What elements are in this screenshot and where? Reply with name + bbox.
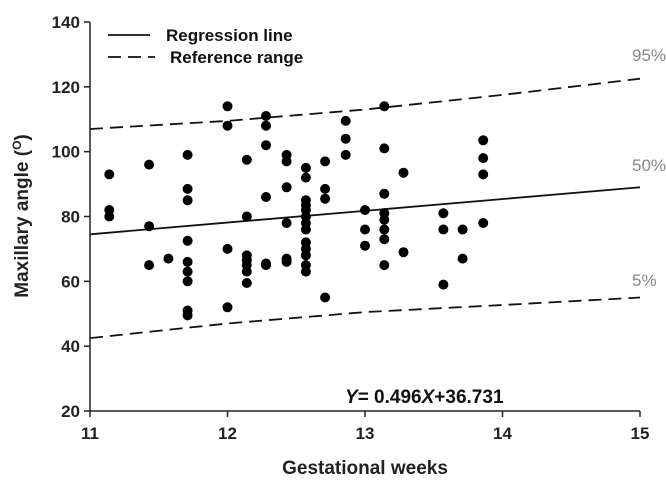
equation-eq: = 0.496	[358, 387, 422, 408]
data-point	[478, 135, 489, 146]
data-point	[438, 208, 449, 219]
y-tick-label: 140	[52, 13, 80, 32]
data-point	[320, 193, 331, 204]
equation-x: X	[421, 387, 436, 408]
data-point	[104, 211, 115, 222]
data-point	[241, 211, 252, 222]
data-point	[241, 278, 252, 288]
data-point	[182, 256, 193, 267]
y-axis-title: Maxillary angle (O)	[10, 134, 33, 298]
data-point	[478, 218, 489, 228]
data-point	[360, 224, 370, 235]
data-point	[340, 133, 351, 144]
data-point	[182, 183, 193, 194]
y-axis-title-close: )	[12, 134, 33, 140]
data-point	[241, 266, 252, 277]
equation-rest: +36.731	[434, 387, 504, 408]
data-point	[281, 256, 292, 267]
data-point	[360, 240, 370, 251]
data-point	[379, 188, 390, 199]
data-point	[261, 192, 271, 202]
y-tick-label: 120	[52, 78, 80, 97]
x-axis-title: Gestational weeks	[282, 458, 448, 479]
data-point	[261, 260, 271, 271]
data-point	[300, 172, 311, 183]
data-point	[163, 253, 174, 264]
data-point	[104, 169, 115, 180]
data-point	[144, 221, 155, 232]
data-point	[300, 224, 311, 235]
data-points	[104, 101, 489, 321]
y-tick-label: 60	[61, 272, 80, 291]
data-point	[261, 140, 271, 151]
data-point	[300, 162, 311, 173]
data-point	[182, 149, 193, 160]
data-point	[261, 111, 271, 121]
x-tick-label: 12	[218, 424, 237, 443]
data-point	[398, 167, 409, 178]
percentile-label-95: 95%	[632, 46, 666, 65]
data-point	[360, 205, 370, 215]
data-point	[300, 250, 311, 261]
data-point	[457, 253, 468, 264]
data-point	[340, 115, 351, 126]
data-point	[438, 224, 449, 235]
y-tick-label: 80	[61, 208, 80, 227]
percentile-label-5: 5%	[632, 271, 657, 290]
data-point	[478, 153, 489, 164]
data-point	[222, 120, 233, 131]
percentile-line-5	[89, 296, 641, 339]
equation-y: Y	[345, 387, 360, 408]
data-point	[300, 266, 311, 277]
y-axis-title-main: Maxillary angle (	[12, 149, 33, 298]
data-point	[182, 195, 193, 206]
data-point	[320, 156, 331, 167]
data-point	[222, 302, 233, 313]
data-point	[320, 292, 331, 303]
data-point	[320, 183, 331, 194]
data-point	[182, 276, 193, 287]
x-tick-label: 15	[631, 424, 650, 443]
regression-equation: Y= 0.496X+36.731	[345, 387, 504, 408]
legend-label-reference: Reference range	[170, 48, 303, 67]
data-point	[379, 214, 390, 225]
data-point	[478, 169, 489, 180]
y-tick-label: 100	[52, 143, 80, 162]
legend: Regression line Reference range	[108, 26, 303, 67]
data-point	[398, 247, 409, 258]
legend-label-regression: Regression line	[166, 26, 293, 45]
data-point	[379, 234, 390, 245]
data-point	[281, 218, 292, 228]
data-point	[379, 143, 390, 154]
data-point	[340, 149, 351, 160]
y-tick-label: 40	[61, 337, 80, 356]
data-point	[379, 224, 390, 235]
data-point	[241, 154, 252, 165]
x-tick-label: 11	[81, 424, 99, 443]
x-ticks: 11 12 13 14 15	[81, 411, 649, 443]
x-tick-label: 14	[493, 424, 512, 443]
axes	[89, 22, 640, 412]
data-point	[222, 101, 233, 112]
data-point	[379, 260, 390, 271]
data-point	[438, 279, 449, 290]
y-ticks: 20 40 60 80 100 120 140	[52, 13, 90, 421]
data-point	[281, 182, 292, 193]
data-point	[457, 224, 468, 235]
data-point	[379, 101, 390, 112]
data-point	[222, 243, 233, 254]
data-point	[144, 159, 155, 170]
data-point	[182, 235, 193, 246]
percentile-label-50: 50%	[632, 156, 666, 175]
data-point	[281, 156, 292, 167]
data-point	[261, 120, 271, 131]
x-tick-label: 13	[356, 424, 375, 443]
y-tick-label: 20	[61, 402, 80, 421]
data-point	[182, 266, 193, 277]
data-point	[144, 260, 155, 271]
percentile-line-95	[89, 77, 641, 130]
data-point	[182, 310, 193, 321]
y-axis-title-sup: O	[10, 141, 24, 150]
